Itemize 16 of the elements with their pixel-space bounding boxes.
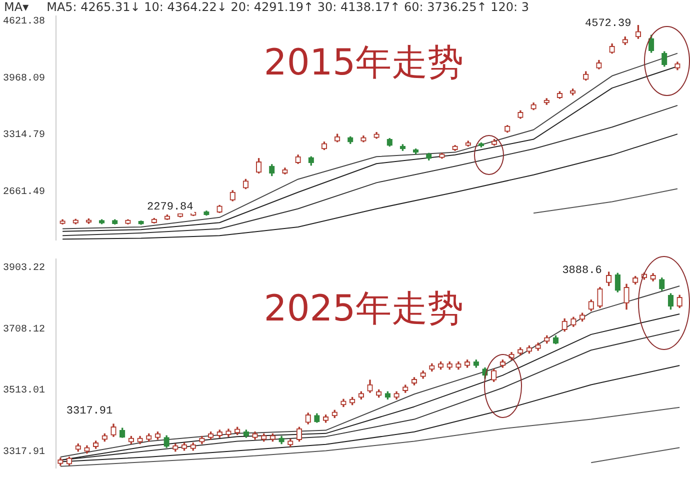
- y-tick-label: 4621.38: [2, 16, 46, 28]
- y-tick-label: 2661.49: [2, 186, 46, 198]
- text: MA5: 4265.31↓ 10: 4364.22↓ 20: 4291.19↑ 30: 4138.17↑ 60: 3736.25↑ 120: 3: [46, 0, 530, 14]
- y-tick-label: 3513.01: [2, 386, 46, 397]
- annotation: 2279.84: [147, 201, 194, 214]
- text: 2015年走势: [264, 42, 464, 84]
- y-tick-label: 3968.09: [2, 73, 46, 84]
- annotation: 3317.91: [66, 405, 114, 418]
- annotation: 3888.6: [562, 264, 602, 277]
- text: MA▾: [4, 0, 29, 14]
- y-tick-label: 3903.22: [2, 263, 46, 274]
- text: 2025年走势: [264, 288, 464, 330]
- y-tick-label: 3314.79: [2, 130, 46, 142]
- annotation: 4572.39: [584, 18, 632, 30]
- y-tick-label: 3708.12: [2, 324, 46, 336]
- y-tick-label: 3317.91: [2, 447, 46, 458]
